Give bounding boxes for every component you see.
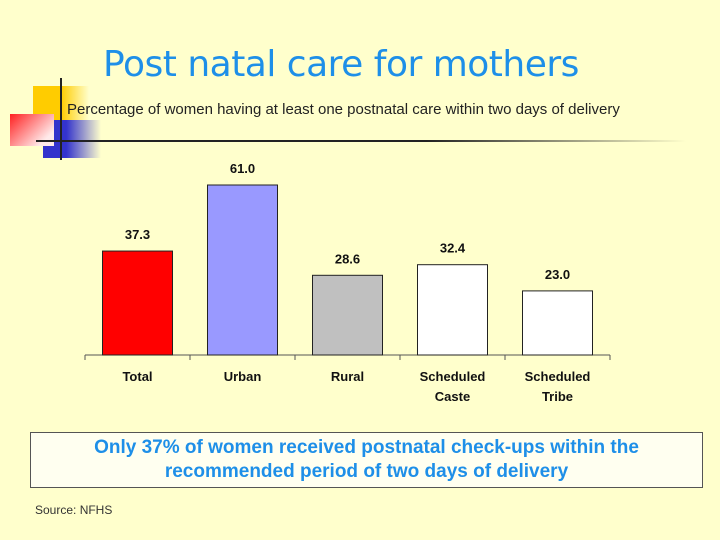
bar-1	[207, 184, 278, 356]
callout-line-2: recommended period of two days of delive…	[164, 461, 569, 482]
bar-0	[102, 250, 173, 356]
decor-horizontal-line	[36, 140, 686, 142]
category-label: Rural	[331, 369, 364, 384]
category-label: Scheduled	[420, 369, 486, 384]
category-label: Caste	[435, 389, 470, 404]
data-label: 23.0	[545, 267, 570, 282]
bar-4	[522, 290, 593, 356]
category-label: Tribe	[542, 389, 573, 404]
slide-title: Post natal care for mothers	[103, 44, 579, 85]
callout-line-1: Only 37% of women received postnatal che…	[94, 437, 639, 458]
data-label: 37.3	[125, 227, 150, 242]
bar-chart: 37.3 Total 61.0 Urban 28.6 Rural 32.4 Scheduled…	[84, 161, 611, 404]
category-label: Scheduled	[525, 369, 591, 384]
decor-vertical-line	[60, 78, 62, 160]
category-label: Total	[122, 369, 152, 384]
data-label: 61.0	[230, 161, 255, 176]
callout-box: Only 37% of women received postnatal che…	[30, 432, 703, 488]
source-note: Source: NFHS	[35, 503, 113, 517]
data-label: 32.4	[440, 241, 466, 256]
category-label: Urban	[224, 369, 262, 384]
chart-title: Percentage of women having at least one …	[67, 101, 620, 118]
bar-2	[312, 274, 383, 356]
data-label: 28.6	[335, 251, 360, 266]
bar-3	[417, 264, 488, 356]
